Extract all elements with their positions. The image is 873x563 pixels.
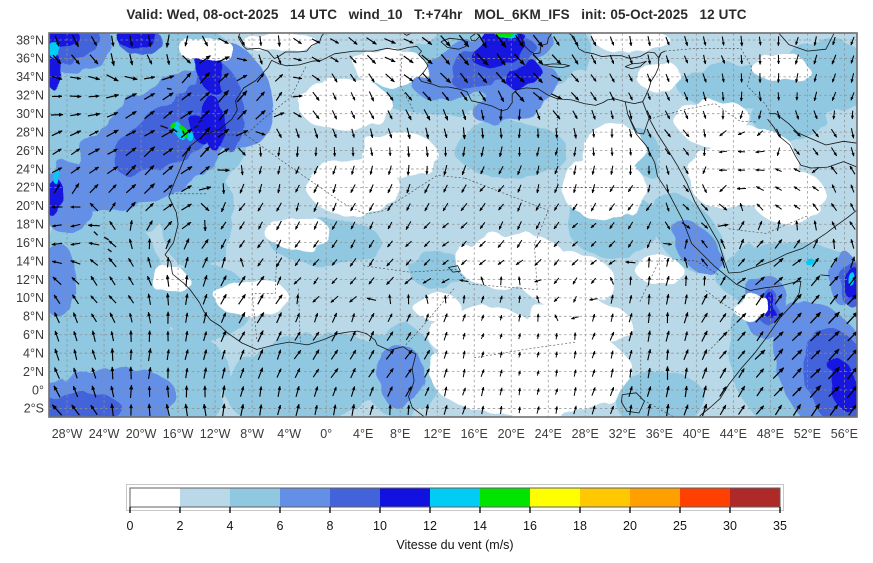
y-tick-label: 6°N [23, 328, 44, 342]
x-tick-label: 4°W [277, 427, 301, 441]
colorbar: 0 2 4 6 8 10 12 14 16 18 20 25 30 35 Vitesse du vent (… [126, 484, 787, 552]
y-tick-label: 28°N [16, 125, 44, 139]
y-tick-label: 0° [32, 383, 44, 397]
x-tick-label: 0° [320, 427, 332, 441]
colorbar-label: Vitesse du vent (m/s) [396, 538, 513, 552]
y-tick-label: 2°S [24, 402, 44, 416]
x-tick-label: 44°E [720, 427, 747, 441]
x-tick-label: 28°W [52, 427, 83, 441]
y-tick-label: 10°N [16, 291, 44, 305]
y-tick-label: 36°N [16, 52, 44, 66]
x-tick-label: 16°E [461, 427, 488, 441]
x-tick-label: 32°E [609, 427, 636, 441]
colorbar-segment [130, 488, 180, 507]
x-tick-label: 12°W [200, 427, 231, 441]
colorbar-tick-label: 2 [177, 519, 184, 533]
x-tick-label: 12°E [424, 427, 451, 441]
y-tick-label: 12°N [16, 273, 44, 287]
x-tick-label: 28°E [572, 427, 599, 441]
x-tick-label: 40°E [683, 427, 710, 441]
colorbar-tick-label: 35 [773, 519, 787, 533]
colorbar-segment [580, 488, 630, 507]
colorbar-tick-label: 10 [373, 519, 387, 533]
colorbar-tick-label: 6 [277, 519, 284, 533]
colorbar-tick-label: 4 [227, 519, 234, 533]
colorbar-tick-label: 20 [623, 519, 637, 533]
y-tick-label: 16°N [16, 236, 44, 250]
colorbar-segment [430, 488, 480, 507]
y-tick-label: 26°N [16, 144, 44, 158]
figure-title: Valid: Wed, 08-oct-2025 14 UTC wind_10 T… [126, 7, 747, 22]
y-tick-label: 20°N [16, 199, 44, 213]
y-tick-label: 22°N [16, 181, 44, 195]
colorbar-segment [530, 488, 580, 507]
y-tick-label: 32°N [16, 89, 44, 103]
y-axis-labels: 38°N 36°N 34°N 32°N 30°N 28°N 26°N 24°N 22°N 20°N… [16, 33, 44, 415]
x-tick-label: 24°E [535, 427, 562, 441]
wind-arrows [50, 34, 857, 417]
country-borders [168, 48, 808, 417]
map-frame [48, 32, 858, 418]
x-axis-labels: 28°W 24°W 20°W 16°W 12°W 8°W 4°W 0° 4°E 8°E 12°E 16… [52, 427, 858, 441]
y-tick-label: 14°N [16, 254, 44, 268]
colorbar-tick-label: 14 [473, 519, 487, 533]
x-tick-label: 20°W [126, 427, 157, 441]
coastlines [93, 33, 857, 417]
x-tick-label: 8°W [240, 427, 264, 441]
y-tick-label: 4°N [23, 346, 44, 360]
colorbar-tick-label: 25 [673, 519, 687, 533]
colorbar-segment [380, 488, 430, 507]
colorbar-tick-label: 8 [327, 519, 334, 533]
y-tick-label: 34°N [16, 70, 44, 84]
x-tick-label: 48°E [757, 427, 784, 441]
colorbar-segment [480, 488, 530, 507]
colorbar-segment [680, 488, 730, 507]
x-tick-label: 20°E [498, 427, 525, 441]
x-tick-label: 8°E [390, 427, 410, 441]
colorbar-tick-label: 16 [523, 519, 537, 533]
x-tick-label: 56°E [831, 427, 858, 441]
colorbar-tick-label: 0 [127, 519, 134, 533]
colorbar-frame [129, 487, 781, 508]
colorbar-tick-label: 30 [723, 519, 737, 533]
colorbar-segment [180, 488, 230, 507]
y-tick-label: 24°N [16, 162, 44, 176]
map-area [49, 33, 857, 417]
x-tick-label: 36°E [646, 427, 673, 441]
colorbar-tick-label: 18 [573, 519, 587, 533]
colorbar-outer-frame [126, 484, 784, 511]
y-tick-label: 8°N [23, 310, 44, 324]
x-tick-label: 4°E [353, 427, 373, 441]
colorbar-tick-label: 12 [423, 519, 437, 533]
colorbar-segment [330, 488, 380, 507]
colorbar-segment [280, 488, 330, 507]
colorbar-segment [630, 488, 680, 507]
x-tick-label: 52°E [794, 427, 821, 441]
colorbar-segment [730, 488, 780, 507]
colorbar-segment [230, 488, 280, 507]
x-tick-label: 24°W [89, 427, 120, 441]
y-tick-label: 38°N [16, 33, 44, 47]
x-tick-label: 16°W [163, 427, 194, 441]
y-tick-label: 30°N [16, 107, 44, 121]
y-tick-label: 18°N [16, 218, 44, 232]
y-tick-label: 2°N [23, 365, 44, 379]
